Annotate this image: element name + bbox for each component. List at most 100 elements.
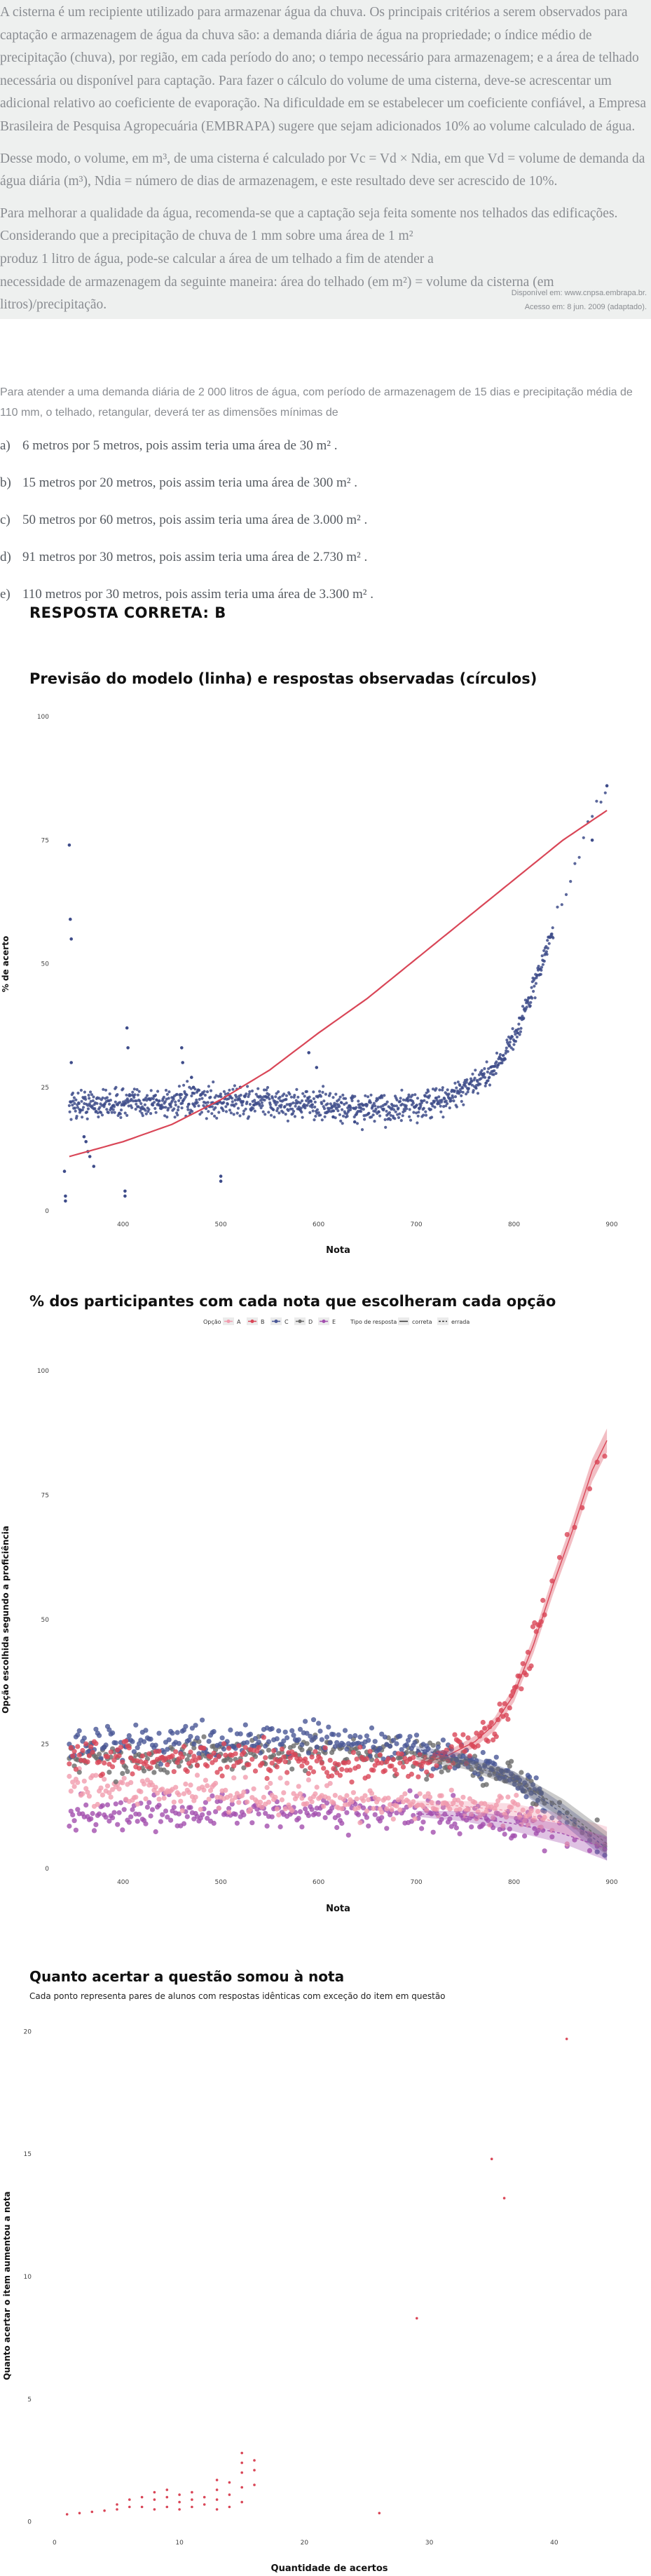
observed-point [551,936,555,940]
observed-point [337,1098,341,1101]
option-a-point [388,1802,393,1808]
observed-point [484,1076,487,1079]
observed-point [172,1097,175,1101]
observed-point [224,1105,228,1109]
observed-point [71,1091,75,1095]
option-a-point [281,1790,287,1796]
observed-point [582,836,585,839]
observed-point [266,1095,270,1099]
observed-point [267,1093,270,1097]
observed-point [299,1101,302,1105]
observed-point [204,1101,207,1105]
option-c-point [341,1742,346,1747]
y-axis-label: Opção escolhida segundo a proficiência [1,1526,11,1714]
option-b[interactable]: b) 15 metros por 20 metros, pois assim te… [0,475,357,491]
observed-point [162,1095,165,1099]
observed-point [441,1086,444,1090]
observed-outlier-point [64,1199,67,1203]
observed-point [222,1090,226,1093]
option-a-point [495,1798,501,1803]
option-d-band [416,1754,608,1856]
option-e-point [75,1807,81,1812]
observed-point [177,1099,181,1102]
observed-point [291,1112,294,1116]
observed-point [224,1110,228,1113]
option-c-point [407,1734,413,1740]
option-b-point [355,1764,362,1770]
option-e-point [90,1810,95,1817]
observed-point [505,1046,508,1050]
option-c-point [219,1735,225,1741]
observed-point [210,1105,214,1109]
option-c-point [377,1745,383,1751]
option-b-point [256,1744,261,1750]
observed-point [81,1116,84,1119]
option-e[interactable]: e) 110 metros por 30 metros, pois assim t… [0,587,374,602]
observed-point [140,1111,144,1115]
observed-point [275,1109,279,1113]
option-c-point [282,1729,288,1735]
score-gain-point [228,2493,231,2496]
option-b-point [460,1732,466,1737]
option-a[interactable]: a) 6 metros por 5 metros, pois assim teri… [0,438,337,454]
observed-point [495,1060,498,1064]
option-c-point [602,1852,608,1858]
observed-outlier-point [219,1179,223,1183]
observed-point [72,1096,76,1099]
observed-point [333,1105,337,1109]
observed-point [236,1106,240,1110]
observed-point [317,1111,320,1114]
option-a-point [439,1793,444,1798]
option-c-point [399,1747,404,1752]
option-b-point [85,1759,90,1765]
option-c-point [324,1734,330,1740]
option-b-point [246,1762,252,1768]
observed-point [423,1099,426,1102]
observed-outlier-point [331,1115,335,1119]
option-b-point [214,1770,220,1775]
option-text: 50 metros por 60 metros, pois assim teri… [22,513,368,527]
option-d-point [191,1745,197,1751]
observed-point [407,1093,411,1097]
observed-point [167,1106,170,1110]
option-c-point [492,1761,498,1767]
option-a-point [70,1780,76,1785]
option-a-point [71,1784,77,1789]
option-d[interactable]: d) 91 metros por 30 metros, pois assim te… [0,550,367,565]
observed-point [546,947,549,950]
x-tick-label: 700 [410,1221,422,1228]
observed-point [235,1095,238,1099]
observed-point [300,1111,303,1114]
observed-point [474,1069,477,1072]
observed-point [434,1087,438,1090]
option-b-point [308,1765,313,1770]
observed-point [505,1038,509,1042]
observed-point [153,1101,156,1104]
observed-point [313,1100,317,1104]
observed-point [112,1105,116,1109]
legend-type-label: correta [412,1319,432,1325]
option-c[interactable]: c) 50 metros por 60 metros, pois assim te… [0,513,367,528]
option-e-point [116,1810,122,1815]
observed-point [247,1115,251,1118]
option-c-point [153,1742,158,1748]
observed-point [193,1092,196,1095]
option-c-point [372,1739,378,1744]
option-b-point [86,1753,92,1758]
option-b-point [520,1661,526,1667]
score-gain-point [116,2503,118,2506]
observed-point [98,1106,102,1109]
observed-point [308,1111,312,1114]
observed-point [143,1103,146,1106]
option-b-point [188,1749,193,1755]
option-b-point [118,1744,123,1750]
option-e-point [135,1819,140,1824]
option-b-point [507,1705,512,1711]
option-a-point [406,1798,411,1804]
option-a-point [138,1789,144,1794]
option-e-point [205,1815,210,1821]
option-a-point [201,1787,207,1793]
option-b-point [366,1774,371,1780]
option-a-point [491,1815,496,1821]
option-d-point [304,1741,310,1747]
